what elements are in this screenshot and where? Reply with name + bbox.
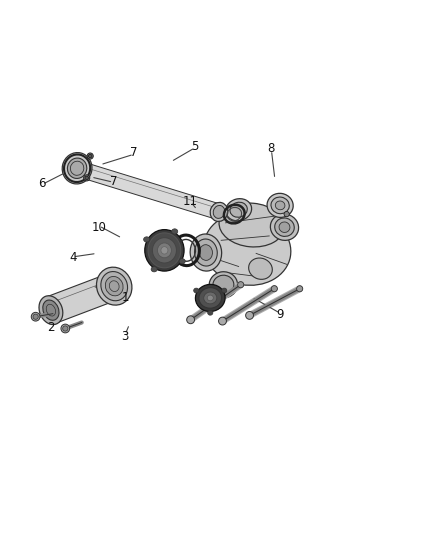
Ellipse shape — [145, 230, 184, 271]
Text: 6: 6 — [39, 177, 46, 190]
Ellipse shape — [187, 316, 194, 324]
Ellipse shape — [152, 238, 177, 263]
Ellipse shape — [199, 288, 222, 308]
Ellipse shape — [210, 203, 228, 221]
Ellipse shape — [151, 266, 157, 272]
Text: 1: 1 — [121, 290, 129, 304]
Ellipse shape — [209, 272, 237, 298]
Ellipse shape — [267, 193, 293, 217]
Text: 5: 5 — [191, 140, 199, 153]
Ellipse shape — [208, 310, 213, 315]
Text: 8: 8 — [268, 142, 275, 155]
Text: 10: 10 — [92, 221, 106, 233]
Ellipse shape — [144, 237, 150, 242]
Ellipse shape — [67, 158, 87, 179]
Ellipse shape — [87, 153, 93, 159]
Ellipse shape — [238, 281, 244, 288]
Ellipse shape — [213, 205, 225, 219]
Ellipse shape — [222, 288, 227, 293]
Ellipse shape — [33, 314, 38, 319]
Ellipse shape — [207, 295, 213, 301]
Ellipse shape — [61, 324, 70, 333]
Ellipse shape — [271, 197, 289, 214]
Text: 4: 4 — [69, 251, 77, 264]
Ellipse shape — [63, 326, 68, 331]
Ellipse shape — [246, 311, 254, 319]
Ellipse shape — [105, 277, 123, 296]
Ellipse shape — [84, 175, 90, 181]
Text: 7: 7 — [130, 147, 138, 159]
Ellipse shape — [148, 233, 181, 268]
Ellipse shape — [204, 213, 291, 285]
Ellipse shape — [39, 296, 63, 325]
Ellipse shape — [62, 152, 92, 184]
Text: 11: 11 — [183, 195, 198, 207]
Ellipse shape — [194, 239, 217, 266]
Text: 3: 3 — [121, 330, 129, 343]
Ellipse shape — [276, 201, 285, 210]
Ellipse shape — [219, 203, 284, 247]
Ellipse shape — [179, 259, 185, 264]
Polygon shape — [46, 273, 120, 323]
Ellipse shape — [85, 176, 88, 180]
Ellipse shape — [219, 317, 226, 325]
Ellipse shape — [157, 243, 171, 258]
Polygon shape — [74, 161, 222, 220]
Ellipse shape — [161, 247, 168, 254]
Ellipse shape — [297, 286, 303, 292]
Ellipse shape — [101, 271, 127, 301]
Text: 9: 9 — [276, 308, 284, 321]
Ellipse shape — [43, 300, 59, 320]
Ellipse shape — [199, 245, 212, 261]
Ellipse shape — [284, 212, 289, 217]
Ellipse shape — [275, 218, 294, 237]
Ellipse shape — [270, 214, 299, 240]
Ellipse shape — [230, 202, 247, 217]
Ellipse shape — [204, 292, 217, 304]
Ellipse shape — [213, 275, 234, 294]
Ellipse shape — [195, 285, 225, 311]
Ellipse shape — [249, 258, 272, 279]
Ellipse shape — [88, 154, 92, 158]
Ellipse shape — [31, 312, 40, 321]
Ellipse shape — [194, 288, 199, 293]
Ellipse shape — [279, 222, 290, 232]
Ellipse shape — [190, 234, 222, 271]
Ellipse shape — [172, 229, 178, 234]
Ellipse shape — [96, 267, 132, 305]
Ellipse shape — [271, 286, 277, 292]
Text: 2: 2 — [47, 321, 55, 334]
Text: 7: 7 — [110, 175, 117, 188]
Ellipse shape — [226, 199, 251, 221]
